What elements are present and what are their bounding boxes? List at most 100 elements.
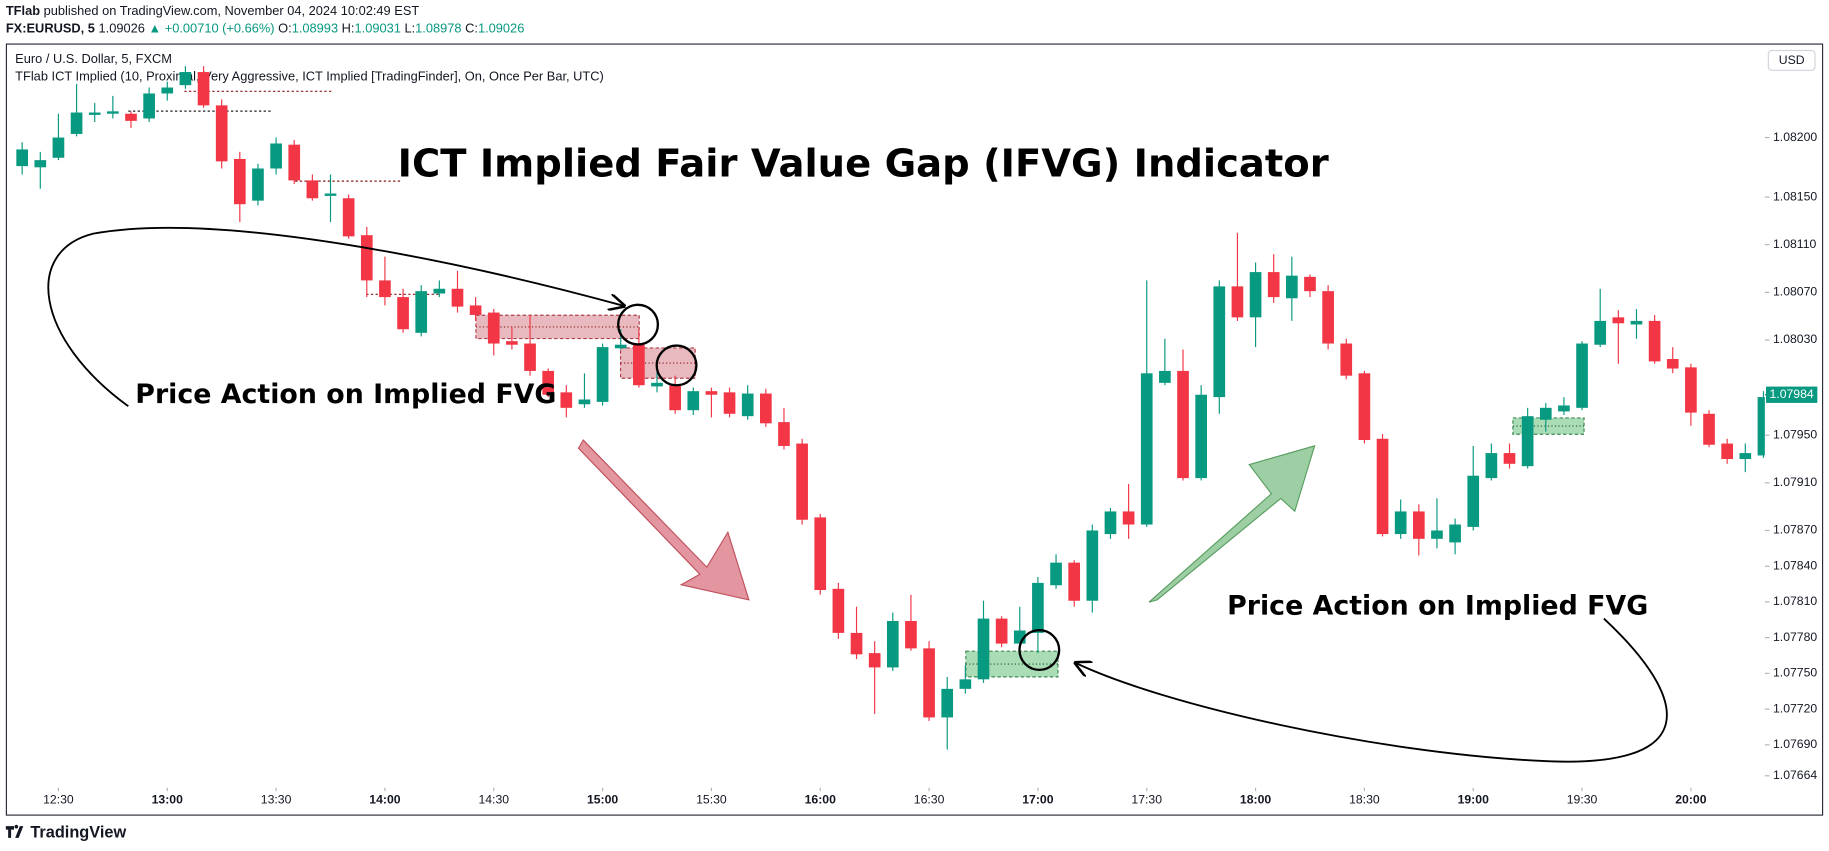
candle-body [1576,343,1588,408]
currency-label[interactable]: USD [1779,53,1805,67]
y-tick-label: 1.08110 [1773,237,1817,251]
candle-body [506,341,518,345]
candle-body [1376,438,1389,535]
published-info: published on TradingView.com, November 0… [44,3,420,18]
candle-body [1558,405,1570,412]
y-tick-label: 1.08070 [1773,285,1817,299]
candle-body [1539,407,1552,420]
candle-body [977,618,990,680]
x-tick-label: 19:00 [1458,793,1489,807]
y-tick-label: 1.07910 [1773,475,1817,489]
candle-body [342,198,355,237]
candle-body [578,399,591,405]
candle-body [360,235,373,281]
annotation: Price Action on Implied FVG [1227,590,1648,621]
annotation: Price Action on Implied FVG [135,379,556,410]
candle-body [941,688,954,718]
candle-body [1739,453,1752,460]
candle-body [1431,530,1443,539]
candle-body [306,180,319,199]
change: ▲ +0.00710 (+0.66%) [148,21,274,36]
candle-body [1394,511,1407,535]
logo-mark [5,824,24,838]
candles [16,66,1765,750]
candle-body [1358,373,1371,440]
candle-body [107,111,119,114]
candle-body [70,112,83,134]
candle-body [1286,275,1298,299]
annotation-shapes [47,226,1668,763]
price: 1.09026 [99,21,145,36]
close-value: 1.09026 [478,21,524,36]
candle-body [705,391,718,395]
candle-body [560,392,573,408]
candle-body [270,143,282,169]
brand: TradingView [30,823,126,841]
symbol-legend: Euro / U.S. Dollar, 5, FXCM [15,51,172,66]
candle-body [1050,562,1062,586]
candle-body [1594,320,1607,345]
candle-body [687,391,700,411]
candle-body [1685,367,1697,413]
candle-body [88,112,101,115]
candle-body [1721,443,1734,460]
y-tick-label: 1.07664 [1773,768,1817,782]
candle-body [379,280,391,298]
candle-body [1757,397,1765,456]
candle-body [542,370,555,395]
x-tick-label: 15:00 [587,793,618,807]
candle-body [1013,630,1026,644]
candle-body [905,620,917,649]
candle-body [415,291,428,333]
candle-body [669,385,681,411]
highlight-circle [655,344,698,387]
candle-body [1104,511,1117,535]
candle-body [1159,370,1171,383]
low-label: L: [404,21,415,36]
x-tick-label: 20:00 [1675,793,1706,807]
candle-body [723,392,736,414]
x-tick-label: 17:00 [1022,793,1053,807]
header-line-2: FX:EURUSD, 5 1.09026 ▲ +0.00710 (+0.66%)… [6,21,525,36]
close-label: C: [465,21,478,36]
high-label: H: [342,21,355,36]
header-line-1: TFlab published on TradingView.com, Nove… [6,3,420,18]
candle-body [433,288,446,294]
y-tick-label: 1.08030 [1773,332,1817,346]
candle-body [288,144,301,181]
candle-body [814,517,827,591]
curved-arrow [1075,617,1668,763]
candle-body [1449,524,1461,543]
x-tick-label: 14:30 [478,793,509,807]
x-tick-label: 12:30 [43,793,74,807]
currency-button[interactable] [1767,49,1816,71]
candle-body [252,168,264,201]
y-tick-label: 1.07690 [1773,737,1817,751]
candle-body [1213,286,1226,398]
chart-frame [5,43,1824,816]
candle-body [868,653,881,668]
down-arrow [577,439,750,601]
candle-body [1304,276,1316,292]
indicator-legend: TFlab ICT Implied (10, Proximal, Very Ag… [15,69,604,84]
candle-body [451,288,464,307]
y-tick-label: 1.08200 [1773,130,1817,144]
candle-body [1521,416,1534,467]
x-tick-label: 18:00 [1240,793,1271,807]
open-value: 1.08993 [292,21,338,36]
candle-body [524,343,536,371]
candle-body [614,344,627,349]
candle-body [1068,562,1081,601]
candle-body [1140,373,1153,525]
candle-body [161,87,174,94]
candle-body [34,160,47,168]
footer-logo: TradingView [5,823,127,841]
candle-body [1340,343,1353,376]
candle-body [1195,394,1207,479]
candle-body [1666,359,1679,369]
candle-body [1032,582,1044,633]
y-tick-label: 1.07870 [1773,523,1817,537]
candle-body [760,393,772,424]
